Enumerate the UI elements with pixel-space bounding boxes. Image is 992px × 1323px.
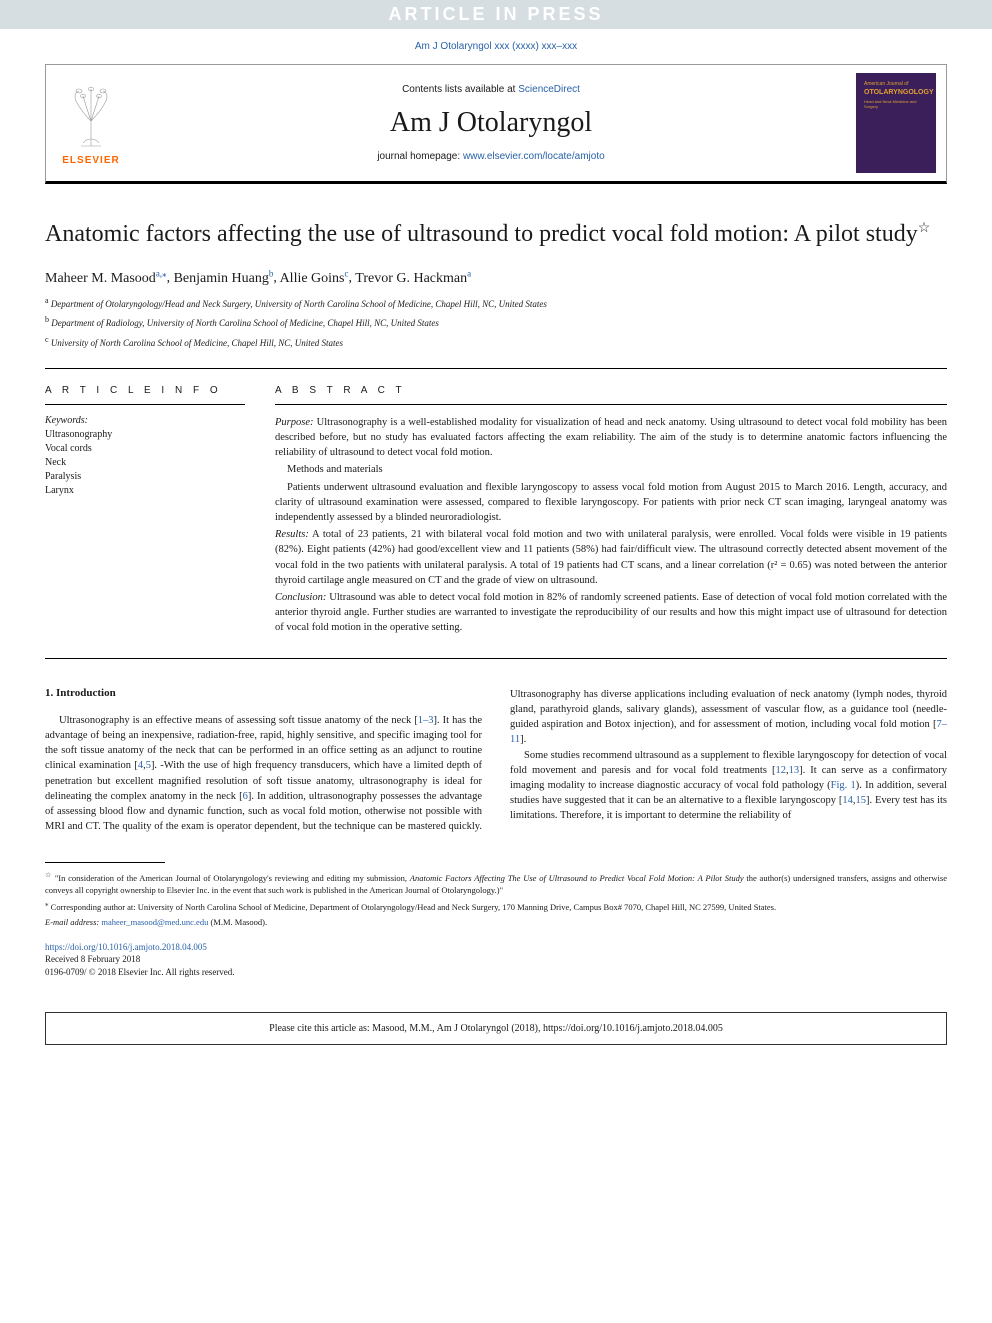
- citation-link[interactable]: 13: [789, 765, 800, 776]
- doi-citation-top: Am J Otolaryngol xxx (xxxx) xxx–xxx: [0, 29, 992, 64]
- keyword: Neck: [45, 456, 245, 470]
- doi-link[interactable]: https://doi.org/10.1016/j.amjoto.2018.04…: [45, 942, 207, 952]
- article-info-column: A R T I C L E I N F O Keywords: Ultrason…: [45, 369, 245, 638]
- divider: [45, 404, 245, 405]
- keyword: Ultrasonography: [45, 428, 245, 442]
- abstract-label: A B S T R A C T: [275, 369, 947, 404]
- citation-link[interactable]: 15: [856, 795, 867, 806]
- received-date: Received 8 February 2018: [45, 953, 947, 966]
- elsevier-tree-icon: [61, 81, 121, 151]
- figure-link[interactable]: Fig. 1: [831, 780, 856, 791]
- doi-section: https://doi.org/10.1016/j.amjoto.2018.04…: [45, 941, 947, 979]
- keyword: Vocal cords: [45, 442, 245, 456]
- elsevier-logo: ELSEVIER: [46, 65, 136, 181]
- author: Allie Goinsc: [280, 271, 349, 286]
- citation-link[interactable]: 14: [842, 795, 853, 806]
- keyword: Paralysis: [45, 470, 245, 484]
- journal-header: ELSEVIER Contents lists available at Sci…: [45, 64, 947, 184]
- elsevier-text: ELSEVIER: [62, 155, 119, 166]
- abstract-text: Purpose: Ultrasonography is a well-estab…: [275, 415, 947, 636]
- article-title: Anatomic factors affecting the use of ul…: [45, 219, 947, 250]
- citation-box: Please cite this article as: Masood, M.M…: [45, 1012, 947, 1045]
- keywords-label: Keywords:: [45, 415, 245, 426]
- contents-line: Contents lists available at ScienceDirec…: [136, 84, 846, 95]
- divider: [275, 404, 947, 405]
- main-content: Anatomic factors affecting the use of ul…: [0, 184, 992, 998]
- affiliations: a Department of Otolaryngology/Head and …: [45, 295, 947, 350]
- introduction-section: 1. Introduction Ultrasonography is an ef…: [45, 687, 947, 835]
- journal-homepage-link[interactable]: www.elsevier.com/locate/amjoto: [463, 151, 605, 162]
- email-link[interactable]: maheer_masood@med.unc.edu: [101, 917, 208, 927]
- author: Benjamin Huangb: [174, 271, 274, 286]
- sciencedirect-link[interactable]: ScienceDirect: [518, 84, 580, 95]
- footnote-star: ☆ "In consideration of the American Jour…: [45, 871, 947, 897]
- section-heading: 1. Introduction: [45, 687, 482, 699]
- title-footnote-marker: ☆: [918, 221, 931, 236]
- abstract-column: A B S T R A C T Purpose: Ultrasonography…: [275, 369, 947, 638]
- citation-link[interactable]: 1–3: [418, 715, 434, 726]
- article-info-label: A R T I C L E I N F O: [45, 369, 245, 404]
- keyword: Larynx: [45, 484, 245, 498]
- journal-cover-thumbnail: American Journal of OTOLARYNGOLOGY Head …: [856, 73, 936, 173]
- homepage-line: journal homepage: www.elsevier.com/locat…: [136, 151, 846, 162]
- body-paragraph: Some studies recommend ultrasound as a s…: [510, 748, 947, 824]
- citation-link[interactable]: 12: [775, 765, 786, 776]
- article-in-press-banner: ARTICLE IN PRESS: [0, 0, 992, 29]
- journal-name: Am J Otolaryngol: [136, 107, 846, 139]
- footnotes: ☆ "In consideration of the American Jour…: [45, 871, 947, 928]
- two-column-body: 1. Introduction Ultrasonography is an ef…: [45, 687, 947, 835]
- footnote-corresponding: ⁎ Corresponding author at: University of…: [45, 900, 947, 914]
- banner-text: ARTICLE IN PRESS: [388, 4, 603, 24]
- author: Trevor G. Hackmana: [355, 271, 471, 286]
- copyright-line: 0196-0709/ © 2018 Elsevier Inc. All righ…: [45, 966, 947, 979]
- journal-header-center: Contents lists available at ScienceDirec…: [136, 84, 846, 162]
- author: Maheer M. Masooda,⁎: [45, 271, 167, 286]
- footnotes-divider: [45, 862, 165, 863]
- divider: [45, 658, 947, 659]
- footnote-email: E-mail address: maheer_masood@med.unc.ed…: [45, 917, 947, 929]
- info-abstract-row: A R T I C L E I N F O Keywords: Ultrason…: [45, 368, 947, 638]
- authors-line: Maheer M. Masooda,⁎, Benjamin Huangb, Al…: [45, 268, 947, 287]
